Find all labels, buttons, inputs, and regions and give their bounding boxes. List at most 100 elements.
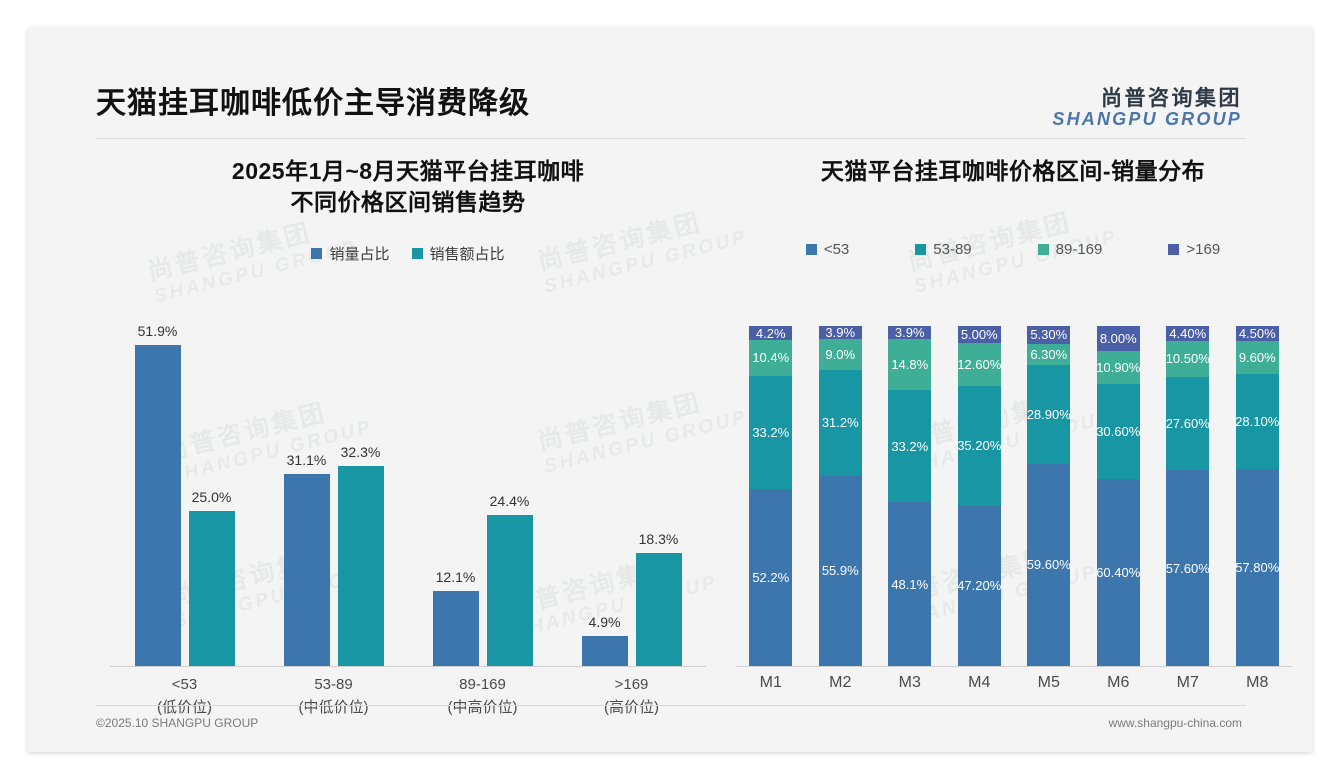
legend-label: >169 <box>1186 240 1221 258</box>
legend-item-89-169[interactable]: 89-169 <box>1037 241 1102 258</box>
bar-value-label: 25.0% <box>191 489 232 506</box>
x-axis-tick-label: M2 <box>829 674 852 691</box>
stacked-segment[interactable]: 30.60% <box>1096 384 1141 480</box>
bar-column[interactable]: 51.9% <box>134 323 181 666</box>
brand-logo: 尚普咨询集团 SHANGPU GROUP <box>1052 87 1242 130</box>
bar-column[interactable]: 32.3% <box>337 326 384 666</box>
stacked-segment[interactable]: 10.90% <box>1096 350 1141 385</box>
bar-rect[interactable] <box>581 635 628 666</box>
legend-item-sales-volume[interactable]: 销量占比 <box>311 243 390 264</box>
grouped-chart-title-line2: 不同价格区间销售趋势 <box>290 188 526 215</box>
bar-rect[interactable] <box>188 511 235 666</box>
bar-column[interactable]: 18.3% <box>635 326 682 666</box>
stacked-segment[interactable]: 4.50% <box>1235 326 1279 342</box>
bar-column[interactable]: 24.4% <box>486 326 533 666</box>
segment-value-label: 28.90% <box>1026 406 1071 422</box>
legend-item-sales-amount[interactable]: 销售额占比 <box>411 243 505 264</box>
segment-value-label: 28.10% <box>1235 414 1280 430</box>
bar-column[interactable]: 4.9% <box>581 326 628 666</box>
tick-label-tier: (高价位) <box>604 698 659 716</box>
stacked-segment[interactable]: 3.9% <box>888 325 932 341</box>
stacked-bar-chart-panel: 天猫平台挂耳咖啡价格区间-销量分布 <53 53-89 89-169 >169 … <box>728 156 1298 716</box>
stacked-segment[interactable]: 5.00% <box>957 326 1001 344</box>
stacked-segment[interactable]: 4.40% <box>1166 325 1210 341</box>
stacked-segment[interactable]: 55.9% <box>818 475 862 666</box>
stacked-segment[interactable]: 31.2% <box>818 369 862 476</box>
stacked-segment[interactable]: 10.4% <box>749 340 793 376</box>
footer-website[interactable]: www.shangpu-china.com <box>1108 716 1242 730</box>
stacked-segment[interactable]: 48.1% <box>888 502 932 666</box>
stacked-segment[interactable]: 33.2% <box>888 389 932 503</box>
brand-name-en: SHANGPU GROUP <box>1052 109 1242 130</box>
bar-column[interactable]: 31.1% <box>283 326 330 666</box>
stacked-segment[interactable]: 33.2% <box>749 375 793 489</box>
stacked-segment[interactable]: 59.60% <box>1027 463 1071 666</box>
stacked-segment[interactable]: 8.00% <box>1096 326 1140 351</box>
grouped-chart-title-line1: 2025年1月~8月天猫平台挂耳咖啡 <box>231 158 585 184</box>
bar-column[interactable]: 12.1% <box>432 326 479 666</box>
segment-value-label: 10.90% <box>1096 360 1141 376</box>
bar-rect[interactable] <box>337 466 384 666</box>
stacked-segment[interactable]: 10.50% <box>1166 340 1210 377</box>
segment-value-label: 12.60% <box>957 356 1002 372</box>
legend-swatch-icon <box>805 243 817 255</box>
bar-group: 31.1% 32.3% <box>259 326 408 666</box>
stacked-bar-column[interactable]: 60.40% 30.60% 10.90% 8.00% <box>1096 326 1141 666</box>
stacked-segment[interactable]: 3.9% <box>818 325 862 340</box>
segment-value-label: 4.40% <box>1169 325 1207 341</box>
stacked-segment[interactable]: 9.0% <box>818 339 862 370</box>
segment-value-label: 4.2% <box>755 325 786 341</box>
stacked-segment[interactable]: 4.2% <box>749 325 793 341</box>
grouped-chart-title: 2025年1月~8月天猫平台挂耳咖啡 不同价格区间销售趋势 <box>88 156 728 217</box>
stacked-bar-column[interactable]: 59.60% 28.90% 6.30% 5.30% <box>1026 325 1071 666</box>
stacked-segment[interactable]: 47.20% <box>957 505 1001 666</box>
legend-item-under-53[interactable]: <53 <box>805 241 849 258</box>
segment-value-label: 14.8% <box>891 356 929 372</box>
bar-value-label: 51.9% <box>137 323 178 340</box>
stacked-bar-column[interactable]: 48.1% 33.2% 14.8% 3.9% <box>888 325 932 666</box>
stacked-segment[interactable]: 60.40% <box>1096 479 1140 666</box>
stacked-segment[interactable]: 28.90% <box>1026 365 1071 464</box>
x-axis-tick-label: M6 <box>1107 674 1130 691</box>
bar-rect[interactable] <box>283 473 330 666</box>
legend-label: 销售额占比 <box>429 246 505 264</box>
stacked-segment[interactable]: 57.60% <box>1166 470 1210 666</box>
brand-name-cn: 尚普咨询集团 <box>1101 87 1242 110</box>
stacked-segment[interactable]: 57.80% <box>1235 469 1279 666</box>
x-axis-tick-label: M1 <box>759 674 782 691</box>
stacked-chart-title: 天猫平台挂耳咖啡价格区间-销量分布 <box>728 156 1298 187</box>
bar-value-label: 18.3% <box>638 530 679 547</box>
stacked-bar-column[interactable]: 57.80% 28.10% 9.60% 4.50% <box>1235 326 1280 666</box>
stacked-segment[interactable]: 28.10% <box>1235 373 1280 470</box>
bar-value-label: 4.9% <box>588 613 621 630</box>
stacked-segment[interactable]: 9.60% <box>1235 341 1279 374</box>
segment-value-label: 6.30% <box>1030 347 1068 363</box>
stacked-segment[interactable]: 14.8% <box>888 339 932 390</box>
page-title: 天猫挂耳咖啡低价主导消费降级 <box>96 87 530 120</box>
stacked-segment[interactable]: 52.2% <box>749 488 793 666</box>
stacked-segment[interactable]: 35.20% <box>957 385 1001 506</box>
stacked-segment[interactable]: 27.60% <box>1165 376 1210 471</box>
segment-value-label: 30.60% <box>1096 424 1141 440</box>
x-axis-tick-label: M7 <box>1176 674 1199 691</box>
stacked-bar-column[interactable]: 57.60% 27.60% 10.50% 4.40% <box>1165 325 1210 666</box>
bar-rect[interactable] <box>486 515 533 666</box>
stacked-bar-column[interactable]: 55.9% 31.2% 9.0% 3.9% <box>818 325 862 666</box>
segment-value-label: 33.2% <box>752 424 790 440</box>
legend-item-over-169[interactable]: >169 <box>1168 241 1220 258</box>
stacked-bar-column[interactable]: 52.2% 33.2% 10.4% 4.2% <box>749 325 793 666</box>
segment-value-label: 3.9% <box>894 325 925 341</box>
tick-label-tier: (低价位) <box>157 698 212 716</box>
stacked-segment[interactable]: 5.30% <box>1027 325 1071 344</box>
footer-copyright: ©2025.10 SHANGPU GROUP <box>96 716 259 730</box>
segment-value-label: 27.60% <box>1165 415 1210 431</box>
bar-rect[interactable] <box>134 345 181 666</box>
bar-column[interactable]: 25.0% <box>188 326 235 666</box>
legend-item-53-89[interactable]: 53-89 <box>915 241 972 258</box>
stacked-segment[interactable]: 12.60% <box>957 343 1002 386</box>
bar-rect[interactable] <box>635 552 682 666</box>
bar-rect[interactable] <box>432 591 479 666</box>
stacked-segment[interactable]: 6.30% <box>1027 343 1071 366</box>
segment-value-label: 4.50% <box>1238 326 1276 342</box>
stacked-bar-column[interactable]: 47.20% 35.20% 12.60% 5.00% <box>957 326 1002 666</box>
